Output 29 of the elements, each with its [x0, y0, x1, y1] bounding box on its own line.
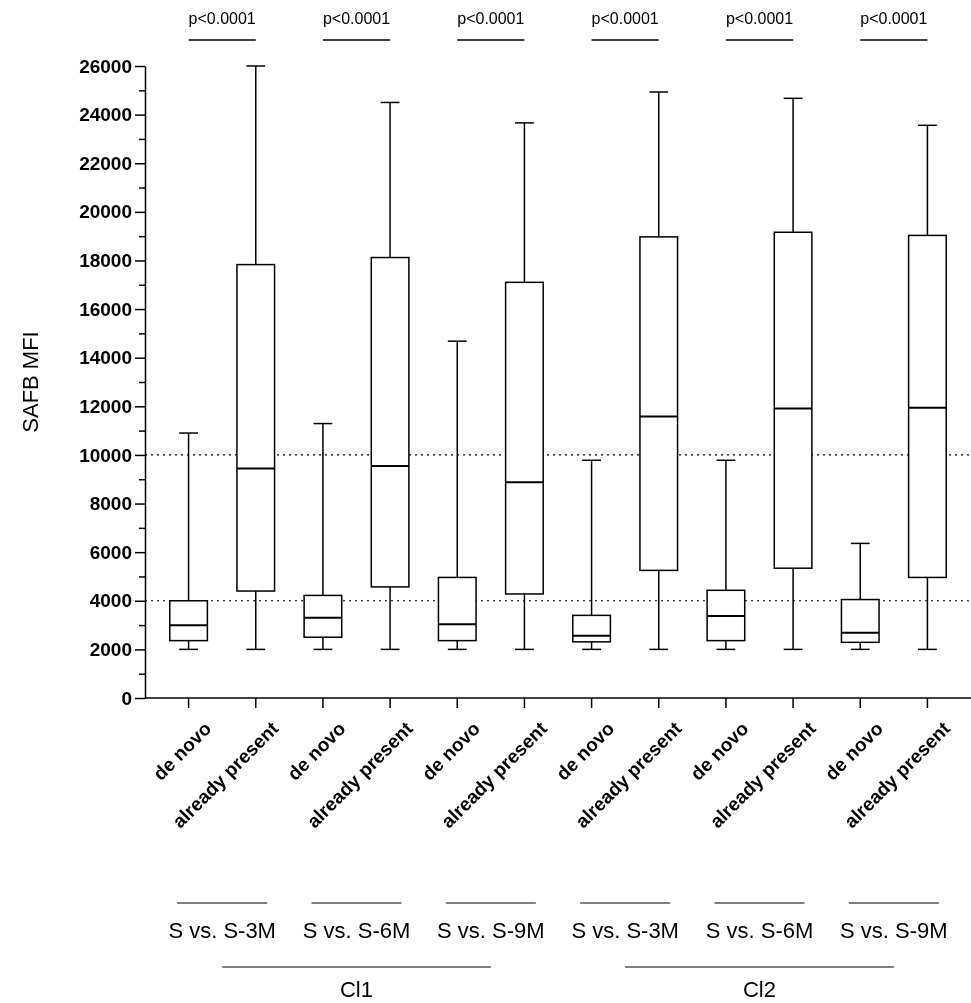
- y-axis-title: SAFB MFI: [18, 331, 43, 433]
- text: S vs. S-6M: [705, 918, 814, 943]
- text: p<0.0001: [188, 10, 256, 27]
- y-tick-label: 24000: [79, 104, 132, 126]
- text: Cl1: [339, 977, 374, 1002]
- y-tick-label: 2000: [89, 638, 132, 660]
- y-tick-label: 0: [121, 687, 132, 709]
- text: p<0.0001: [457, 10, 525, 27]
- text: S vs. S-6M: [302, 918, 411, 943]
- text: S vs. S-3M: [168, 918, 276, 943]
- y-tick-label: 16000: [79, 298, 132, 320]
- y-tick-label: 14000: [79, 347, 132, 369]
- text: S vs. S-3M: [571, 918, 679, 943]
- y-tick-label: 18000: [79, 250, 132, 272]
- text: S vs. S-9M: [840, 918, 948, 943]
- text: p<0.0001: [860, 10, 928, 27]
- text: p<0.0001: [725, 10, 794, 27]
- y-tick-label: 8000: [89, 493, 132, 515]
- y-tick-label: 26000: [79, 55, 132, 77]
- y-tick-label: 20000: [79, 201, 132, 223]
- y-tick-label: 10000: [79, 444, 132, 466]
- text: Cl2: [742, 977, 777, 1002]
- y-tick-label: 6000: [89, 541, 132, 563]
- y-tick-label: 22000: [79, 152, 132, 174]
- text: p<0.0001: [591, 10, 659, 27]
- text: p<0.0001: [322, 10, 391, 27]
- y-tick-label: 4000: [89, 590, 132, 612]
- y-tick-label: 12000: [79, 395, 132, 417]
- text: S vs. S-9M: [437, 918, 545, 943]
